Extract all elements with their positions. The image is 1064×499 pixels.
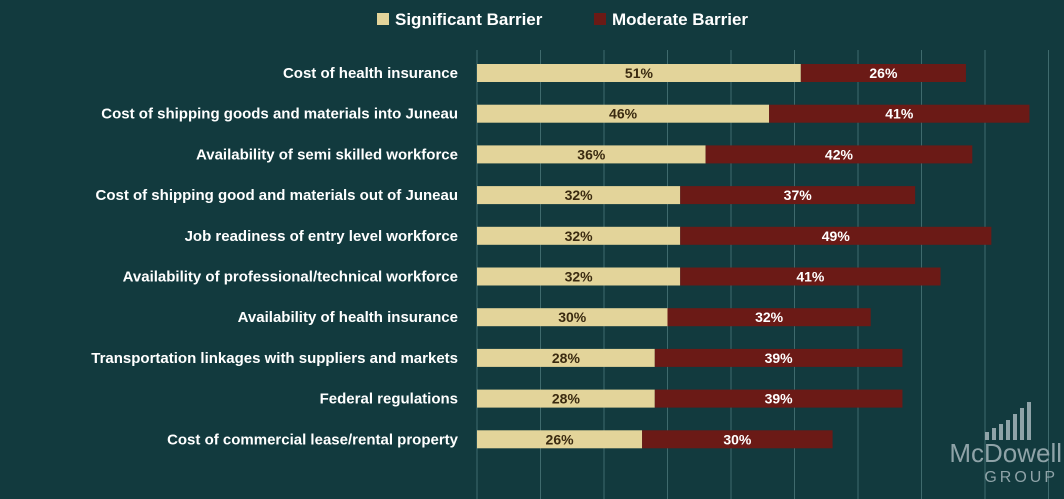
bar-row: Cost of commercial lease/rental property… [167,430,833,449]
category-label: Job readiness of entry level workforce [185,228,458,245]
value-label-significant: 32% [565,228,594,244]
bar-moderate [667,308,871,327]
value-label-moderate: 39% [765,350,794,366]
logo-bar [992,428,996,440]
bar-row: Availability of health insurance 30% 32% [238,308,871,327]
mcdowell-group-logo: McDowell GROUP [949,402,1062,486]
category-label: Cost of shipping good and materials out … [95,187,458,204]
logo-bar [999,424,1003,440]
value-label-significant: 32% [565,187,594,203]
value-label-moderate: 26% [869,65,898,81]
category-label: Availability of professional/technical w… [123,269,458,286]
bar-significant [477,104,770,123]
logo-bar [1013,414,1017,440]
category-label: Availability of semi skilled workforce [196,146,458,163]
value-label-significant: 36% [577,146,606,162]
bar-significant [477,186,681,205]
value-label-moderate: 41% [885,106,914,122]
legend-swatch-significant [377,13,389,25]
value-label-moderate: 49% [822,228,851,244]
bar-row: Cost of shipping good and materials out … [95,186,916,205]
category-label: Federal regulations [320,391,458,408]
bar-moderate [800,64,966,82]
bar-row: Job readiness of entry level workforce 32… [185,226,992,245]
category-label: Cost of health insurance [283,65,458,82]
value-label-moderate: 41% [796,269,825,285]
bar-moderate [654,389,903,408]
bar-significant [477,389,655,408]
bar-moderate [680,186,916,205]
bar-row: Cost of shipping goods and materials int… [101,104,1030,123]
logo-bars-icon [985,402,1031,440]
bar-significant [477,145,706,164]
bar-significant [477,267,681,286]
logo-bar [1027,402,1031,440]
value-label-significant: 30% [558,309,587,325]
legend-swatch-moderate [594,13,606,25]
value-label-significant: 46% [609,106,638,122]
value-label-moderate: 37% [784,187,813,203]
bar-significant [477,348,655,367]
value-label-moderate: 32% [755,309,784,325]
bar-significant [477,64,801,82]
bar-moderate [642,430,833,449]
category-label: Cost of shipping goods and materials int… [101,106,458,123]
bar-row: Availability of semi skilled workforce 36… [196,145,973,164]
legend-label-moderate: Moderate Barrier [612,10,748,29]
category-label: Transportation linkages with suppliers a… [91,350,458,367]
bar-significant [477,308,668,327]
logo-text-main: McDowell [949,438,1062,468]
value-label-significant: 32% [565,269,594,285]
logo-bar [1020,408,1024,440]
logo-bar [985,432,989,440]
bars: Cost of health insurance 51% 26% Cost of sh… [91,64,1030,449]
legend: Significant Barrier Moderate Barrier [377,10,748,29]
category-label: Cost of commercial lease/rental property [167,431,459,448]
bar-moderate [769,104,1030,123]
category-label: Availability of health insurance [238,309,458,326]
bar-significant [477,430,643,449]
logo-bar [1006,420,1010,440]
bar-moderate [680,267,941,286]
bar-significant [477,226,681,245]
bar-moderate [654,348,903,367]
bar-moderate [705,145,973,164]
value-label-moderate: 42% [825,146,854,162]
value-label-moderate: 30% [723,431,752,447]
legend-label-significant: Significant Barrier [395,10,543,29]
bar-moderate [680,226,992,245]
bar-row: Transportation linkages with suppliers a… [91,348,903,367]
value-label-significant: 26% [546,431,575,447]
logo-text-sub: GROUP [984,469,1058,486]
value-label-significant: 28% [552,391,581,407]
bar-row: Cost of health insurance 51% 26% [283,64,966,82]
bar-row: Availability of professional/technical w… [123,267,941,286]
value-label-moderate: 39% [765,391,794,407]
value-label-significant: 51% [625,65,654,81]
bar-row: Federal regulations 28% 39% [320,389,903,408]
value-label-significant: 28% [552,350,581,366]
